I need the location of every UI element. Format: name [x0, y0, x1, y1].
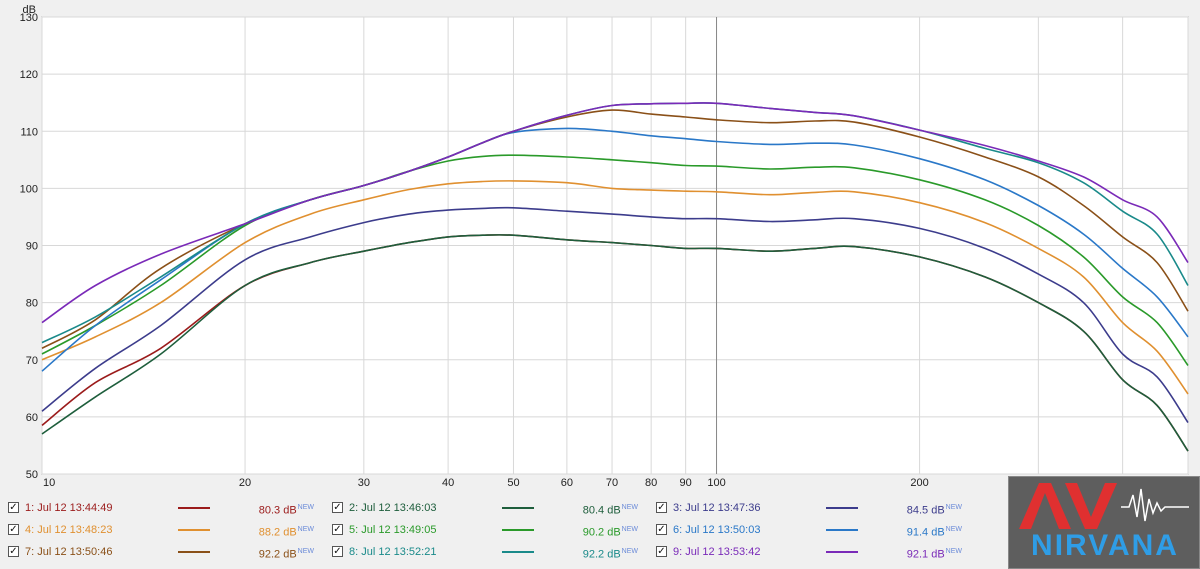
legend-label: 8: Jul 12 13:52:21: [349, 546, 437, 558]
y-tick-label: 100: [20, 183, 38, 195]
x-tick-label: 90: [680, 477, 692, 489]
legend-level: 91.4 dBNEW: [907, 521, 962, 542]
legend-new-badge: NEW: [945, 504, 962, 511]
y-tick-label: 110: [20, 126, 38, 138]
legend-item-6[interactable]: ✓ 6: Jul 12 13:50:03 91.4 dBNEW: [656, 521, 962, 539]
y-tick-label: 50: [26, 469, 38, 481]
legend-new-badge: NEW: [945, 548, 962, 555]
legend-level: 92.2 dBNEW: [583, 543, 638, 564]
legend-checkbox[interactable]: ✓: [656, 502, 667, 513]
legend-level: 90.2 dBNEW: [583, 521, 638, 542]
y-tick-label: 80: [26, 298, 38, 310]
x-tick-label: 200: [910, 477, 928, 489]
legend-level: 92.1 dBNEW: [907, 543, 962, 564]
legend-new-badge: NEW: [297, 526, 314, 533]
av-nirvana-logo: NIRVANA: [1008, 476, 1200, 569]
legend-label: 7: Jul 12 13:50:46: [25, 546, 113, 558]
legend-item-3[interactable]: ✓ 3: Jul 12 13:47:36 84.5 dBNEW: [656, 499, 962, 517]
legend-level-value: 84.5 dB: [906, 504, 945, 517]
legend-swatch: [502, 529, 534, 531]
y-tick-label: 130: [20, 12, 38, 24]
legend-label: 2: Jul 12 13:46:03: [349, 502, 437, 514]
legend: ✓ 1: Jul 12 13:44:49 80.3 dBNEW ✓ 2: Jul 12 …: [0, 497, 1010, 569]
legend-checkbox[interactable]: ✓: [8, 546, 19, 557]
legend-new-badge: NEW: [297, 504, 314, 511]
legend-label: 6: Jul 12 13:50:03: [673, 524, 761, 536]
legend-level: 88.2 dBNEW: [259, 521, 314, 542]
legend-level-value: 92.1 dB: [906, 548, 945, 561]
legend-swatch: [178, 507, 210, 509]
legend-level-value: 88.2 dB: [258, 526, 297, 539]
legend-checkbox[interactable]: ✓: [656, 524, 667, 535]
x-tick-label: 80: [645, 477, 657, 489]
legend-label: 5: Jul 12 13:49:05: [349, 524, 437, 536]
legend-swatch: [826, 529, 858, 531]
series-line-4: [41, 180, 1189, 395]
y-tick-label: 70: [26, 355, 38, 367]
y-tick-label: 120: [20, 69, 38, 81]
x-tick-label: 20: [239, 477, 251, 489]
legend-checkbox[interactable]: ✓: [656, 546, 667, 557]
legend-new-badge: NEW: [621, 504, 638, 511]
legend-item-5[interactable]: ✓ 5: Jul 12 13:49:05 90.2 dBNEW: [332, 521, 638, 539]
legend-label: 4: Jul 12 13:48:23: [25, 524, 113, 536]
legend-item-4[interactable]: ✓ 4: Jul 12 13:48:23 88.2 dBNEW: [8, 521, 314, 539]
y-axis-label: dB: [23, 4, 36, 16]
y-tick-label: 60: [26, 412, 38, 424]
legend-item-1[interactable]: ✓ 1: Jul 12 13:44:49 80.3 dBNEW: [8, 499, 314, 517]
av-logo-mark: [1019, 483, 1189, 529]
legend-item-8[interactable]: ✓ 8: Jul 12 13:52:21 92.2 dBNEW: [332, 543, 638, 561]
legend-item-9[interactable]: ✓ 9: Jul 12 13:53:42 92.1 dBNEW: [656, 543, 962, 561]
legend-level-value: 80.3 dB: [258, 504, 297, 517]
legend-new-badge: NEW: [945, 526, 962, 533]
legend-new-badge: NEW: [297, 548, 314, 555]
legend-level-value: 90.2 dB: [582, 526, 621, 539]
legend-checkbox[interactable]: ✓: [332, 502, 343, 513]
legend-checkbox[interactable]: ✓: [332, 546, 343, 557]
legend-swatch: [178, 551, 210, 553]
legend-level: 84.5 dBNEW: [907, 499, 962, 520]
legend-checkbox[interactable]: ✓: [332, 524, 343, 535]
legend-swatch: [826, 551, 858, 553]
x-tick-label: 70: [606, 477, 618, 489]
x-tick-label: 40: [442, 477, 454, 489]
legend-level-value: 92.2 dB: [258, 548, 297, 561]
x-tick-label: 60: [561, 477, 573, 489]
legend-swatch: [178, 529, 210, 531]
x-tick-label: 50: [507, 477, 519, 489]
legend-item-2[interactable]: ✓ 2: Jul 12 13:46:03 80.4 dBNEW: [332, 499, 638, 517]
legend-label: 1: Jul 12 13:44:49: [25, 502, 113, 514]
legend-level: 92.2 dBNEW: [259, 543, 314, 564]
logo-wordmark: NIRVANA: [1031, 529, 1179, 562]
legend-label: 9: Jul 12 13:53:42: [673, 546, 761, 558]
x-tick-label: 100: [707, 477, 725, 489]
series-line-3: [41, 206, 1189, 424]
x-tick-label: 10: [43, 477, 55, 489]
legend-swatch: [502, 551, 534, 553]
legend-new-badge: NEW: [621, 526, 638, 533]
legend-new-badge: NEW: [621, 548, 638, 555]
legend-level-value: 91.4 dB: [906, 526, 945, 539]
legend-level-value: 92.2 dB: [582, 548, 621, 561]
legend-swatch: [502, 507, 534, 509]
legend-level-value: 80.4 dB: [582, 504, 621, 517]
y-tick-label: 90: [26, 241, 38, 253]
legend-swatch: [826, 507, 858, 509]
x-tick-label: 30: [358, 477, 370, 489]
series-line-9: [41, 102, 1189, 324]
legend-level: 80.3 dBNEW: [259, 499, 314, 520]
legend-label: 3: Jul 12 13:47:36: [673, 502, 761, 514]
legend-checkbox[interactable]: ✓: [8, 524, 19, 535]
series-line-2: [41, 234, 1189, 452]
legend-item-7[interactable]: ✓ 7: Jul 12 13:50:46 92.2 dBNEW: [8, 543, 314, 561]
legend-level: 80.4 dBNEW: [583, 499, 638, 520]
legend-checkbox[interactable]: ✓: [8, 502, 19, 513]
